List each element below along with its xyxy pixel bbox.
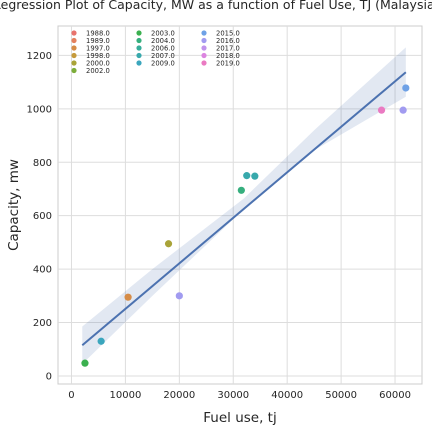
legend-marker — [136, 37, 142, 44]
regression-line-group — [81, 71, 407, 347]
scatter-point — [251, 172, 259, 180]
x-tick-label: 20000 — [163, 390, 195, 401]
y-tick-label: 600 — [33, 211, 52, 222]
regression-ci-band — [82, 47, 406, 364]
legend-label: 1989.0 — [86, 37, 110, 45]
scatter-point — [97, 337, 105, 345]
legend-marker — [136, 52, 142, 59]
scatter-point — [399, 106, 407, 114]
y-tick-label: 0 — [46, 371, 52, 382]
scatter-points-group — [81, 84, 410, 367]
legend-marker — [136, 30, 142, 36]
legend-marker — [201, 45, 207, 51]
regression-line — [81, 71, 407, 347]
y-tick-label: 1000 — [27, 104, 52, 115]
legend-label: 2009.0 — [151, 59, 175, 67]
legend-marker — [136, 45, 142, 51]
y-tick-label: 200 — [33, 318, 52, 329]
x-axis-label: Fuel use, tj — [203, 410, 276, 426]
legend-marker — [201, 30, 207, 36]
legend-label: 2000.0 — [86, 59, 110, 67]
legend-label: 1997.0 — [86, 44, 110, 52]
legend-label: 2006.0 — [151, 44, 175, 52]
y-tick-label: 400 — [33, 265, 52, 276]
y-tick-label: 1200 — [27, 51, 52, 62]
x-tick-label: 0 — [68, 390, 74, 401]
legend-marker — [71, 52, 77, 59]
legend-label: 2007.0 — [151, 52, 175, 60]
legend-label: 2016.0 — [216, 37, 240, 45]
x-tick-label: 40000 — [271, 390, 303, 401]
scatter-point — [175, 292, 183, 300]
legend-marker — [201, 52, 207, 59]
scatter-point — [124, 293, 132, 301]
legend-marker — [71, 37, 77, 44]
chart-title: Regression Plot of Capacity, MW as a fun… — [0, 0, 432, 12]
legend-label: 2017.0 — [216, 44, 240, 52]
scatter-point — [81, 359, 89, 367]
scatter-point — [243, 172, 251, 180]
x-tick-label: 60000 — [379, 390, 411, 401]
scatter-point — [237, 186, 245, 194]
x-tick-label: 50000 — [325, 390, 357, 401]
scatter-point — [164, 240, 173, 248]
y-tick-labels: 0 200 400 600 800 1000 1200 — [27, 51, 52, 383]
legend-label: 2003.0 — [151, 29, 175, 37]
legend-label: 2018.0 — [216, 52, 240, 60]
legend-marker — [71, 45, 77, 51]
x-tick-labels: 0 10000 20000 30000 40000 50000 60000 — [68, 390, 411, 401]
grid-lines — [58, 26, 422, 384]
x-tick-label: 10000 — [110, 390, 142, 401]
legend-label: 2004.0 — [151, 37, 175, 45]
legend-marker — [201, 37, 207, 44]
x-tick-label: 30000 — [217, 390, 249, 401]
scatter-point — [402, 84, 410, 92]
legend-label: 2002.0 — [86, 67, 110, 75]
y-axis-label: Capacity, mw — [6, 159, 22, 251]
legend-marker — [136, 60, 142, 66]
legend-marker — [71, 67, 77, 74]
plot-background — [57, 25, 423, 385]
legend-marker — [201, 60, 207, 66]
legend-label: 2019.0 — [216, 59, 240, 67]
y-tick-label: 800 — [33, 158, 52, 169]
legend-marker — [71, 60, 77, 66]
legend-marker — [71, 30, 77, 36]
legend-label: 1998.0 — [86, 52, 110, 60]
scatter-point — [377, 106, 386, 114]
legend-label: 1988.0 — [86, 29, 110, 37]
legend-label: 2015.0 — [216, 29, 240, 37]
confidence-band-group — [82, 47, 406, 364]
